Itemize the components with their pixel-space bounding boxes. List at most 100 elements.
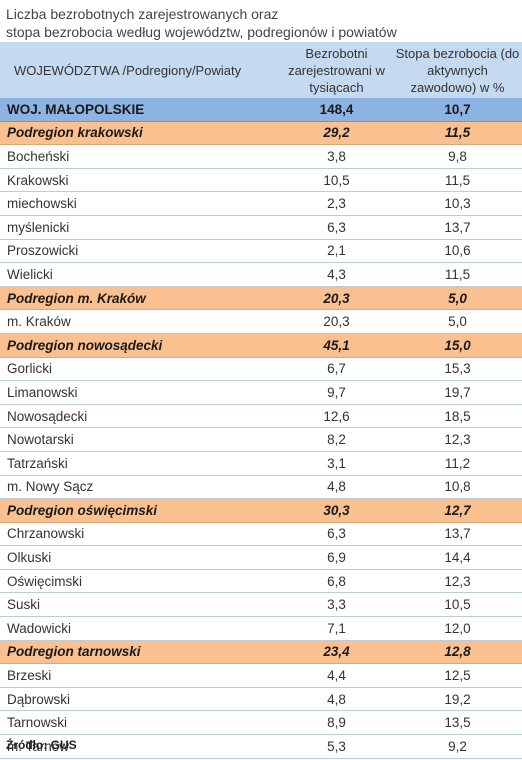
county-row: Wielicki 4,3 11,5 bbox=[0, 262, 522, 287]
rate-cell: 11,5 bbox=[393, 168, 522, 193]
rate-cell: 14,4 bbox=[393, 545, 522, 570]
rate-cell: 12,3 bbox=[393, 569, 522, 594]
unemployed-cell: 2,3 bbox=[280, 191, 393, 216]
region-name-cell: Tatrzański bbox=[0, 451, 280, 476]
rate-cell: 11,5 bbox=[393, 262, 522, 287]
unemployed-cell: 5,3 bbox=[280, 734, 393, 759]
rate-cell: 13,7 bbox=[393, 215, 522, 240]
rate-cell: 18,5 bbox=[393, 404, 522, 429]
region-name-cell: Dąbrowski bbox=[0, 687, 280, 712]
unemployed-cell: 30,3 bbox=[280, 498, 393, 523]
subregion-row: Podregion m. Kraków 20,3 5,0 bbox=[0, 286, 522, 311]
rate-cell: 13,5 bbox=[393, 710, 522, 736]
county-row: m. Kraków 20,3 5,0 bbox=[0, 309, 522, 334]
rate-cell: 9,2 bbox=[393, 734, 522, 759]
region-name-cell: Bocheński bbox=[0, 144, 280, 169]
rate-cell: 11,5 bbox=[393, 121, 522, 146]
rate-cell: 12,5 bbox=[393, 663, 522, 688]
region-name-cell: Chrzanowski bbox=[0, 522, 280, 547]
table-title: Liczba bezrobotnych zarejestrowanych ora… bbox=[6, 5, 397, 41]
subregion-row: Podregion nowosądecki 45,1 15,0 bbox=[0, 333, 522, 358]
county-row: Bocheński 3,8 9,8 bbox=[0, 144, 522, 169]
unemployed-cell: 45,1 bbox=[280, 333, 393, 358]
region-name-cell: Podregion nowosądecki bbox=[0, 333, 280, 358]
county-row: Suski 3,3 10,5 bbox=[0, 592, 522, 618]
county-row: Wadowicki 7,1 12,0 bbox=[0, 616, 522, 641]
unemployed-cell: 6,3 bbox=[280, 215, 393, 240]
unemployed-cell: 148,4 bbox=[280, 98, 393, 122]
title-line-2: stopa bezrobocia według województw, podr… bbox=[6, 24, 397, 40]
voivodeship-row: WOJ. MAŁOPOLSKIE 148,4 10,7 bbox=[0, 98, 522, 122]
rate-cell: 10,7 bbox=[393, 98, 522, 122]
rate-cell: 10,5 bbox=[393, 592, 522, 618]
county-row: m. Tarnów 5,3 9,2 bbox=[0, 734, 522, 759]
rate-cell: 12,3 bbox=[393, 427, 522, 452]
unemployed-cell: 8,9 bbox=[280, 710, 393, 736]
county-row: Olkuski 6,9 14,4 bbox=[0, 545, 522, 570]
region-name-cell: Oświęcimski bbox=[0, 569, 280, 594]
county-row: Proszowicki 2,1 10,6 bbox=[0, 239, 522, 264]
rate-cell: 10,6 bbox=[393, 239, 522, 264]
region-name-cell: WOJ. MAŁOPOLSKIE bbox=[0, 98, 280, 122]
unemployed-cell: 6,3 bbox=[280, 522, 393, 547]
unemployed-cell: 29,2 bbox=[280, 121, 393, 146]
unemployed-cell: 6,9 bbox=[280, 545, 393, 570]
rate-cell: 12,8 bbox=[393, 640, 522, 665]
region-name-cell: miechowski bbox=[0, 191, 280, 216]
county-row: Brzeski 4,4 12,5 bbox=[0, 663, 522, 688]
region-name-cell: m. Kraków bbox=[0, 309, 280, 334]
unemployed-cell: 9,7 bbox=[280, 380, 393, 405]
region-name-cell: Limanowski bbox=[0, 380, 280, 405]
unemployed-cell: 7,1 bbox=[280, 616, 393, 641]
unemployed-cell: 6,8 bbox=[280, 569, 393, 594]
unemployed-cell: 10,5 bbox=[280, 168, 393, 193]
county-row: myślenicki 6,3 13,7 bbox=[0, 215, 522, 240]
subregion-row: Podregion tarnowski 23,4 12,8 bbox=[0, 640, 522, 665]
county-row: Dąbrowski 4,8 19,2 bbox=[0, 687, 522, 712]
county-row: Chrzanowski 6,3 13,7 bbox=[0, 522, 522, 547]
county-row: Nowosądecki 12,6 18,5 bbox=[0, 404, 522, 429]
county-row: Gorlicki 6,7 15,3 bbox=[0, 357, 522, 382]
header-region: WOJEWÓDZTWA /Podregiony/Powiaty bbox=[0, 42, 280, 98]
header-unemployed: Bezrobotni zarejestrowani w tysiącach bbox=[280, 42, 393, 98]
rate-cell: 13,7 bbox=[393, 522, 522, 547]
unemployed-cell: 6,7 bbox=[280, 357, 393, 382]
unemployed-cell: 3,8 bbox=[280, 144, 393, 169]
region-name-cell: Nowosądecki bbox=[0, 404, 280, 429]
region-name-cell: Podregion tarnowski bbox=[0, 640, 280, 665]
county-row: Krakowski 10,5 11,5 bbox=[0, 168, 522, 193]
rate-cell: 10,3 bbox=[393, 191, 522, 216]
region-name-cell: Nowotarski bbox=[0, 427, 280, 452]
region-name-cell: Suski bbox=[0, 592, 280, 618]
region-name-cell: Gorlicki bbox=[0, 357, 280, 382]
rate-cell: 11,2 bbox=[393, 451, 522, 476]
region-name-cell: Brzeski bbox=[0, 663, 280, 688]
unemployed-cell: 8,2 bbox=[280, 427, 393, 452]
rate-cell: 19,2 bbox=[393, 687, 522, 712]
county-row: Oświęcimski 6,8 12,3 bbox=[0, 569, 522, 594]
unemployed-cell: 3,3 bbox=[280, 592, 393, 618]
rate-cell: 15,0 bbox=[393, 333, 522, 358]
unemployed-cell: 20,3 bbox=[280, 286, 393, 311]
rate-cell: 5,0 bbox=[393, 286, 522, 311]
rate-cell: 9,8 bbox=[393, 144, 522, 169]
unemployed-cell: 4,4 bbox=[280, 663, 393, 688]
county-row: Tarnowski 8,9 13,5 bbox=[0, 710, 522, 736]
unemployed-cell: 4,8 bbox=[280, 687, 393, 712]
county-row: Tatrzański 3,1 11,2 bbox=[0, 451, 522, 476]
county-row: Nowotarski 8,2 12,3 bbox=[0, 427, 522, 452]
region-name-cell: Proszowicki bbox=[0, 239, 280, 264]
region-name-cell: Podregion m. Kraków bbox=[0, 286, 280, 311]
rate-cell: 19,7 bbox=[393, 380, 522, 405]
unemployment-table: WOJEWÓDZTWA /Podregiony/Powiaty Bezrobot… bbox=[0, 42, 522, 759]
county-row: Limanowski 9,7 19,7 bbox=[0, 380, 522, 405]
region-name-cell: m. Nowy Sącz bbox=[0, 475, 280, 500]
unemployed-cell: 4,3 bbox=[280, 262, 393, 287]
title-line-1: Liczba bezrobotnych zarejestrowanych ora… bbox=[6, 6, 279, 22]
region-name-cell: Olkuski bbox=[0, 545, 280, 570]
region-name-cell: Tarnowski bbox=[0, 710, 280, 736]
county-row: m. Nowy Sącz 4,8 10,8 bbox=[0, 475, 522, 500]
header-rate: Stopa bezrobocia (do aktywnych zawodowo)… bbox=[393, 42, 522, 98]
rate-cell: 15,3 bbox=[393, 357, 522, 382]
